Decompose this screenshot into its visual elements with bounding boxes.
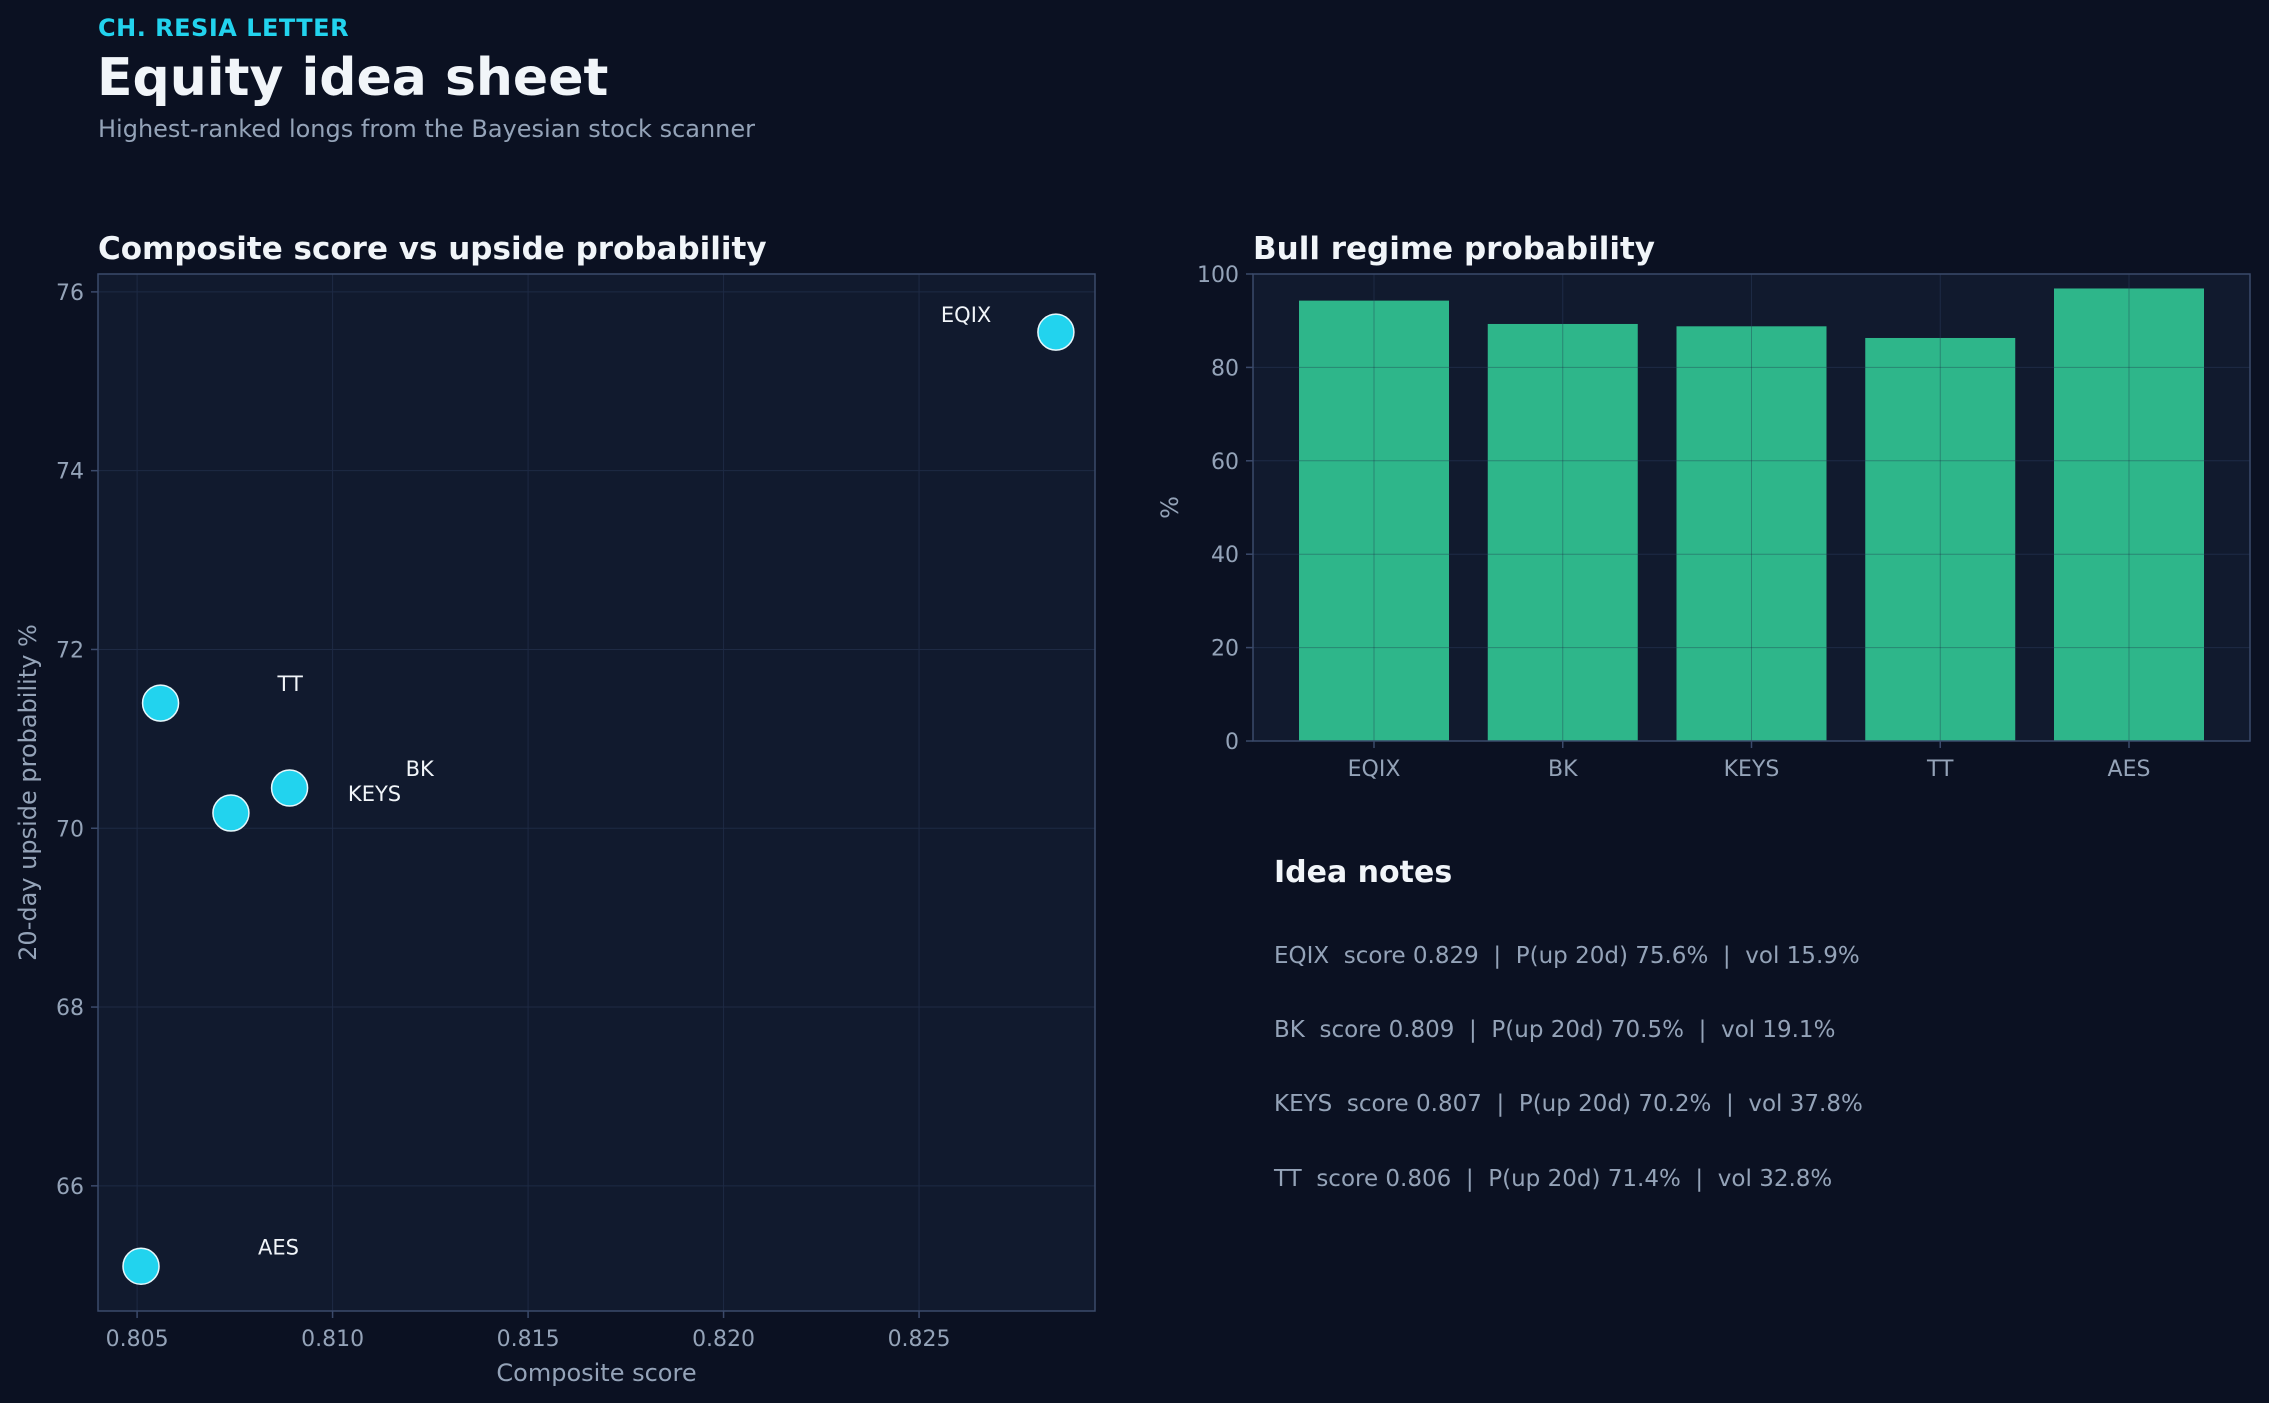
scatter-plot-area <box>98 274 1095 1311</box>
page-title: Equity idea sheet <box>97 48 609 108</box>
notes-title: Idea notes <box>1274 855 1453 890</box>
scatter-point-label-bk: BK <box>406 757 435 781</box>
bar-bk <box>1487 323 1638 741</box>
bar-y-tick-label: 100 <box>1197 263 1239 288</box>
scatter-point-label-eqix: EQIX <box>941 303 991 327</box>
scatter-y-axis-label: 20-day upside probability % <box>14 624 42 961</box>
scatter-x-tick-label: 0.805 <box>106 1327 169 1352</box>
bar-x-tick-label: EQIX <box>1348 757 1401 782</box>
bar-aes <box>2054 288 2204 741</box>
scatter-y-tick-label: 76 <box>56 281 84 306</box>
bar-x-tick-label: KEYS <box>1724 757 1780 782</box>
scatter-frame <box>97 273 1096 1312</box>
bar-eqix <box>1299 300 1449 741</box>
scatter-x-tick-label: 0.810 <box>301 1327 364 1352</box>
bar-chart-title: Bull regime probability <box>1253 231 1655 267</box>
scatter-x-axis-label: Composite score <box>496 1359 696 1387</box>
note-line-keys: KEYS score 0.807 | P(up 20d) 70.2% | vol… <box>1274 1091 1863 1117</box>
scatter-y-tick-label: 72 <box>56 638 84 663</box>
scatter-y-tick-label: 70 <box>56 817 84 842</box>
bar-x-tick-label: TT <box>1926 757 1954 782</box>
scatter-point-label-tt: TT <box>277 672 303 696</box>
scatter-y-tick-label: 68 <box>56 996 84 1021</box>
scatter-point-eqix <box>1037 313 1075 351</box>
bar-keys <box>1676 326 1827 741</box>
bar-x-tick-label: AES <box>2108 757 2151 782</box>
scatter-x-tick-label: 0.815 <box>497 1327 560 1352</box>
note-line-bk: BK score 0.809 | P(up 20d) 70.5% | vol 1… <box>1274 1017 1836 1043</box>
scatter-point-keys <box>212 794 250 832</box>
bar-y-tick-label: 40 <box>1211 543 1239 568</box>
scatter-point-aes <box>122 1247 160 1286</box>
bar-y-tick-label: 80 <box>1211 356 1239 381</box>
scatter-point-label-aes: AES <box>258 1235 299 1259</box>
scatter-x-tick-label: 0.820 <box>692 1327 755 1352</box>
scatter-point-label-keys: KEYS <box>348 782 401 806</box>
scatter-chart-title: Composite score vs upside probability <box>98 231 767 267</box>
bar-y-tick-label: 60 <box>1211 450 1239 475</box>
note-line-eqix: EQIX score 0.829 | P(up 20d) 75.6% | vol… <box>1274 943 1860 969</box>
scatter-point-bk <box>270 769 309 807</box>
header-kicker: CH. RESIA LETTER <box>98 14 350 42</box>
note-line-tt: TT score 0.806 | P(up 20d) 71.4% | vol 3… <box>1274 1166 1833 1192</box>
scatter-point-tt <box>141 684 180 722</box>
scatter-y-tick-label: 74 <box>56 460 84 485</box>
bar-y-axis-label: % <box>1156 496 1184 519</box>
scatter-y-tick-label: 66 <box>56 1175 84 1200</box>
page-subtitle: Highest-ranked longs from the Bayesian s… <box>98 115 756 143</box>
scatter-x-tick-label: 0.825 <box>888 1327 951 1352</box>
bar-tt <box>1865 337 2016 741</box>
bar-y-tick-label: 20 <box>1211 637 1239 662</box>
bar-frame <box>1252 273 2251 742</box>
bar-y-tick-label: 0 <box>1225 730 1239 755</box>
bar-x-tick-label: BK <box>1548 757 1578 782</box>
